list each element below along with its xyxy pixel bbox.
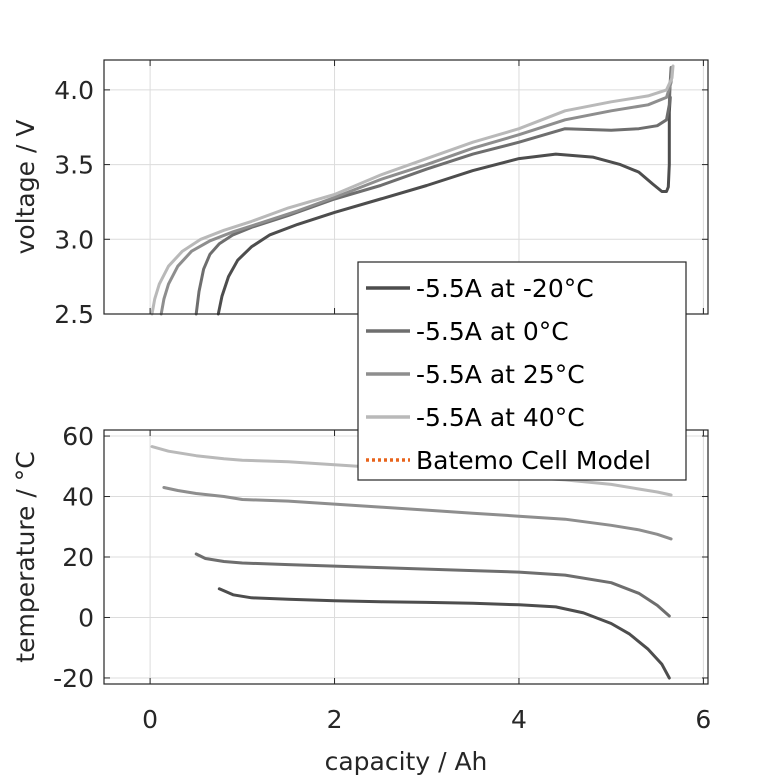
capacity-xtick-label: 2 bbox=[327, 705, 343, 734]
temperature-ytick-label: -20 bbox=[53, 664, 94, 693]
temperature-series-5-5a-at-0-c bbox=[194, 552, 671, 618]
voltage-series-5-5a-at-20-c bbox=[216, 95, 672, 316]
voltage-grid bbox=[104, 60, 708, 315]
voltage-series-5-5a-at-40-c bbox=[150, 64, 675, 316]
voltage-y-axis-label: voltage / V bbox=[11, 120, 40, 255]
temperature-ytick-labels: -20 0 20 40 60 bbox=[53, 422, 94, 693]
legend-label: -5.5A at 0°C bbox=[416, 317, 569, 346]
temperature-y-axis-label: temperature / °C bbox=[11, 451, 40, 662]
voltage-ytick-label: 2.5 bbox=[54, 300, 94, 329]
voltage-series-5-5a-at-25-c bbox=[159, 66, 674, 316]
voltage-ytick-label: 4.0 bbox=[54, 76, 94, 105]
capacity-xtick-label: 4 bbox=[511, 705, 527, 734]
voltage-ticks bbox=[104, 60, 708, 315]
voltage-ytick-label: 3.5 bbox=[54, 151, 94, 180]
legend-label: -5.5A at 25°C bbox=[416, 360, 585, 389]
legend-label: -5.5A at -20°C bbox=[416, 274, 594, 303]
temperature-ytick-label: 60 bbox=[62, 422, 94, 451]
capacity-xtick-labels: 0 2 4 6 bbox=[142, 705, 711, 734]
temperature-series-5-5a-at-25-c bbox=[162, 486, 673, 541]
voltage-series bbox=[150, 64, 675, 316]
capacity-xtick-label: 6 bbox=[695, 705, 711, 734]
temperature-ytick-label: 20 bbox=[62, 543, 94, 572]
legend: -5.5A at -20°C -5.5A at 0°C -5.5A at 25°C -… bbox=[357, 261, 687, 481]
legend-label: -5.5A at 40°C bbox=[416, 403, 585, 432]
capacity-x-axis-label: capacity / Ah bbox=[325, 747, 488, 776]
temperature-ytick-label: 40 bbox=[62, 483, 94, 512]
voltage-series-5-5a-at-0-c bbox=[194, 66, 673, 316]
capacity-xtick-label: 0 bbox=[142, 705, 158, 734]
voltage-ytick-labels: 2.5 3.0 3.5 4.0 bbox=[54, 76, 94, 329]
temperature-ytick-label: 0 bbox=[78, 603, 94, 632]
legend-box bbox=[357, 261, 687, 481]
temperature-series-5-5a-at-20-c bbox=[217, 587, 671, 680]
legend-label: Batemo Cell Model bbox=[416, 446, 651, 475]
voltage-ytick-label: 3.0 bbox=[54, 225, 94, 254]
